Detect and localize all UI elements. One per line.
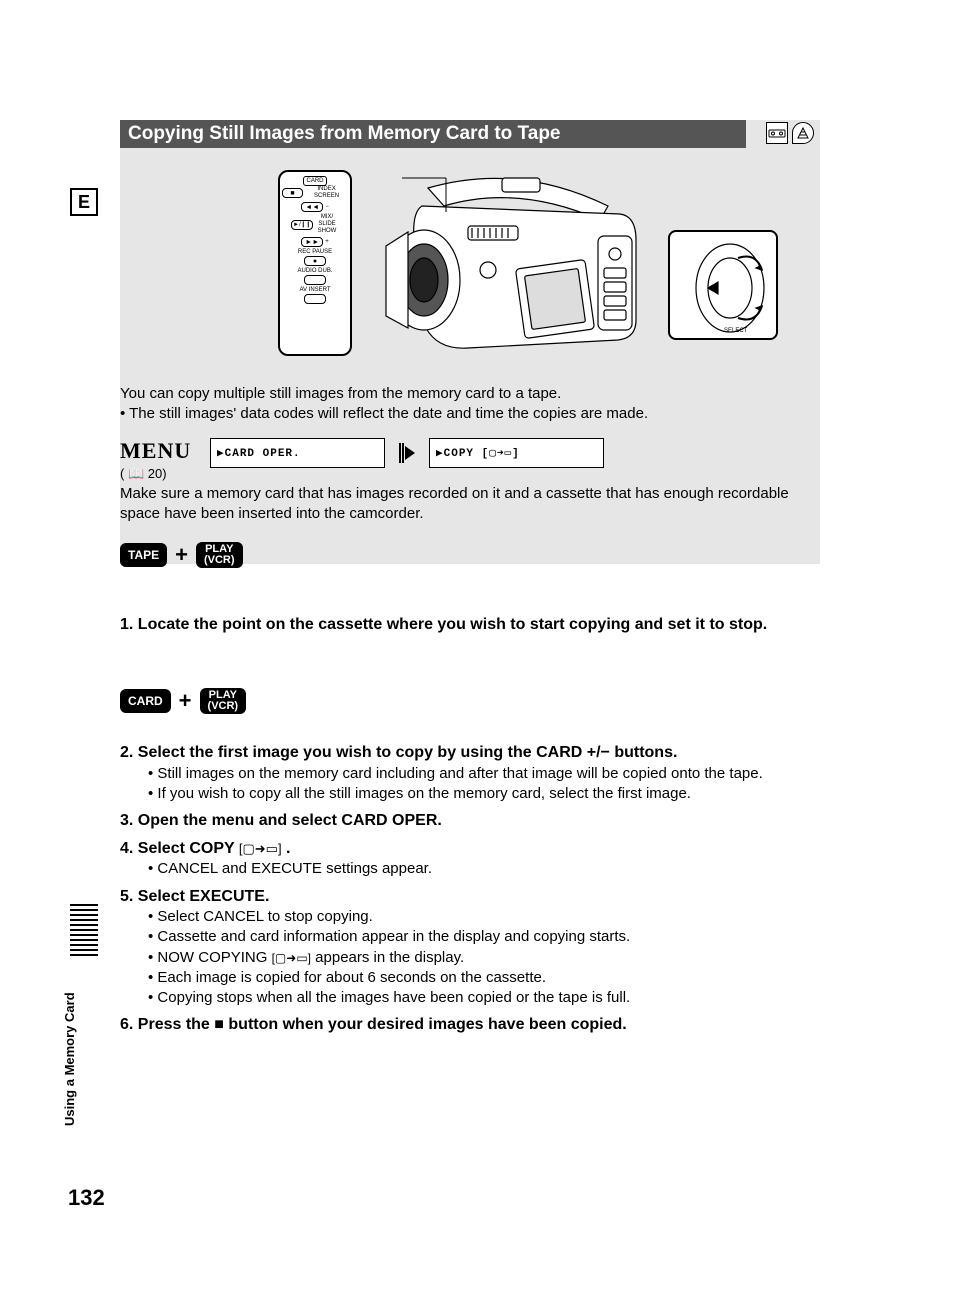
s5s3a: NOW COPYING <box>157 949 271 966</box>
step-5-sub3: NOW COPYING [▢➜▭] appears in the display… <box>148 948 820 968</box>
language-indicator: E <box>70 188 98 216</box>
step-4-suffix: . <box>282 840 291 857</box>
card-badge: CARD <box>120 689 171 713</box>
step-5-sub2: Cassette and card information appear in … <box>148 927 820 947</box>
s5s3b: appears in the display. <box>311 949 464 966</box>
step-5-sub4: Each image is copied for about 6 seconds… <box>148 968 820 988</box>
menu-page-ref: ( 📖 20) <box>120 466 200 482</box>
menu-box-card-oper: ▶CARD OPER. <box>210 438 385 468</box>
menu-box-copy: ▶COPY [▢➜▭] <box>429 438 604 468</box>
step-4-prefix: 4. Select COPY <box>120 840 239 857</box>
menu-arrow-icon <box>395 438 419 468</box>
remote-card-label: CARD <box>303 176 326 186</box>
svg-text:SELECT: SELECT <box>724 328 748 334</box>
side-bars-decoration <box>70 904 98 959</box>
section-title: Copying Still Images from Memory Card to… <box>128 123 561 144</box>
stop-button-glyph: ■ <box>214 1016 224 1033</box>
intro-line2: • The still images' data codes will refl… <box>120 404 820 424</box>
mix-label: MIX/ SLIDE SHOW <box>315 214 339 235</box>
stop-button: ■ <box>282 188 303 198</box>
tape-mode-icon <box>766 122 788 144</box>
plus-icon: + <box>175 540 188 570</box>
playpause-button: ►/❙❙ <box>291 220 313 230</box>
rew-button: ◄◄ <box>301 202 323 212</box>
page-number: 132 <box>68 1185 105 1211</box>
copy-glyph-icon-2: [▢➜▭] <box>272 951 311 965</box>
mode-card-row: CARD + PLAY (VCR) <box>120 686 820 716</box>
camcorder-illustration <box>368 170 658 370</box>
ff-button: ►► <box>301 237 323 247</box>
index-label: INDEX SCREEN <box>305 186 348 200</box>
step-5: 5. Select EXECUTE. <box>120 886 820 908</box>
step-1: 1. Locate the point on the cassette wher… <box>120 614 820 636</box>
product-illustration: CARD ■INDEX SCREEN ◄◄− ►/❙❙MIX/ SLIDE SH… <box>278 170 822 370</box>
step-5-sub5: Copying stops when all the images have b… <box>148 988 820 1008</box>
menu-label: MENU <box>120 438 200 464</box>
step-2-sub1: Still images on the memory card includin… <box>148 764 820 784</box>
step-2-sub: Still images on the memory card includin… <box>148 764 820 805</box>
header-icons <box>766 122 814 144</box>
prerequisite-text: Make sure a memory card that has images … <box>120 484 820 525</box>
step-2: 2. Select the first image you wish to co… <box>120 742 820 764</box>
intro-text: You can copy multiple still images from … <box>120 384 820 425</box>
avinsert-label: AV INSERT <box>282 287 348 294</box>
play-vcr-badge: PLAY (VCR) <box>196 542 243 568</box>
section-title-bar: Copying Still Images from Memory Card to… <box>120 120 746 148</box>
step-4: 4. Select COPY [▢➜▭] . <box>120 838 820 860</box>
plus-icon-2: + <box>179 686 192 716</box>
step-4-sub1: CANCEL and EXECUTE settings appear. <box>148 859 820 879</box>
menu-navigation: MENU ( 📖 20) ▶CARD OPER. ▶COPY [▢➜▭] <box>120 438 604 482</box>
play-vcr-badge-2: PLAY (VCR) <box>200 688 247 714</box>
remote-panel: CARD ■INDEX SCREEN ◄◄− ►/❙❙MIX/ SLIDE SH… <box>278 170 352 356</box>
plus-label: + <box>325 239 329 246</box>
section-side-label: Using a Memory Card <box>62 966 82 1126</box>
audiodub-button <box>304 275 326 285</box>
step-5-sub: Select CANCEL to stop copying. Cassette … <box>148 907 820 1008</box>
step-6: 6. Press the ■ button when your desired … <box>120 1014 820 1036</box>
audiodub-label: AUDIO DUB. <box>282 268 348 275</box>
recpause-button: ● <box>304 256 326 266</box>
dial-panel: SELECT <box>668 230 778 340</box>
tape-badge: TAPE <box>120 543 167 567</box>
remote-icon <box>792 122 814 144</box>
recpause-label: REC PAUSE <box>282 249 348 256</box>
play-line2: (VCR) <box>204 555 235 566</box>
copy-glyph-icon: [▢➜▭] <box>239 841 282 856</box>
play-line2-b: (VCR) <box>208 701 239 712</box>
step-4-sub: CANCEL and EXECUTE settings appear. <box>148 859 820 879</box>
step-6-prefix: 6. Press the <box>120 1016 214 1033</box>
step-6-suffix: button when your desired images have bee… <box>224 1016 627 1033</box>
minus-label: − <box>325 204 329 211</box>
avinsert-button <box>304 294 326 304</box>
step-2-sub2: If you wish to copy all the still images… <box>148 784 820 804</box>
step-5-sub1: Select CANCEL to stop copying. <box>148 907 820 927</box>
mode-tape-row: TAPE + PLAY (VCR) <box>120 540 820 570</box>
step-3: 3. Open the menu and select CARD OPER. <box>120 810 820 832</box>
intro-line1: You can copy multiple still images from … <box>120 384 820 404</box>
